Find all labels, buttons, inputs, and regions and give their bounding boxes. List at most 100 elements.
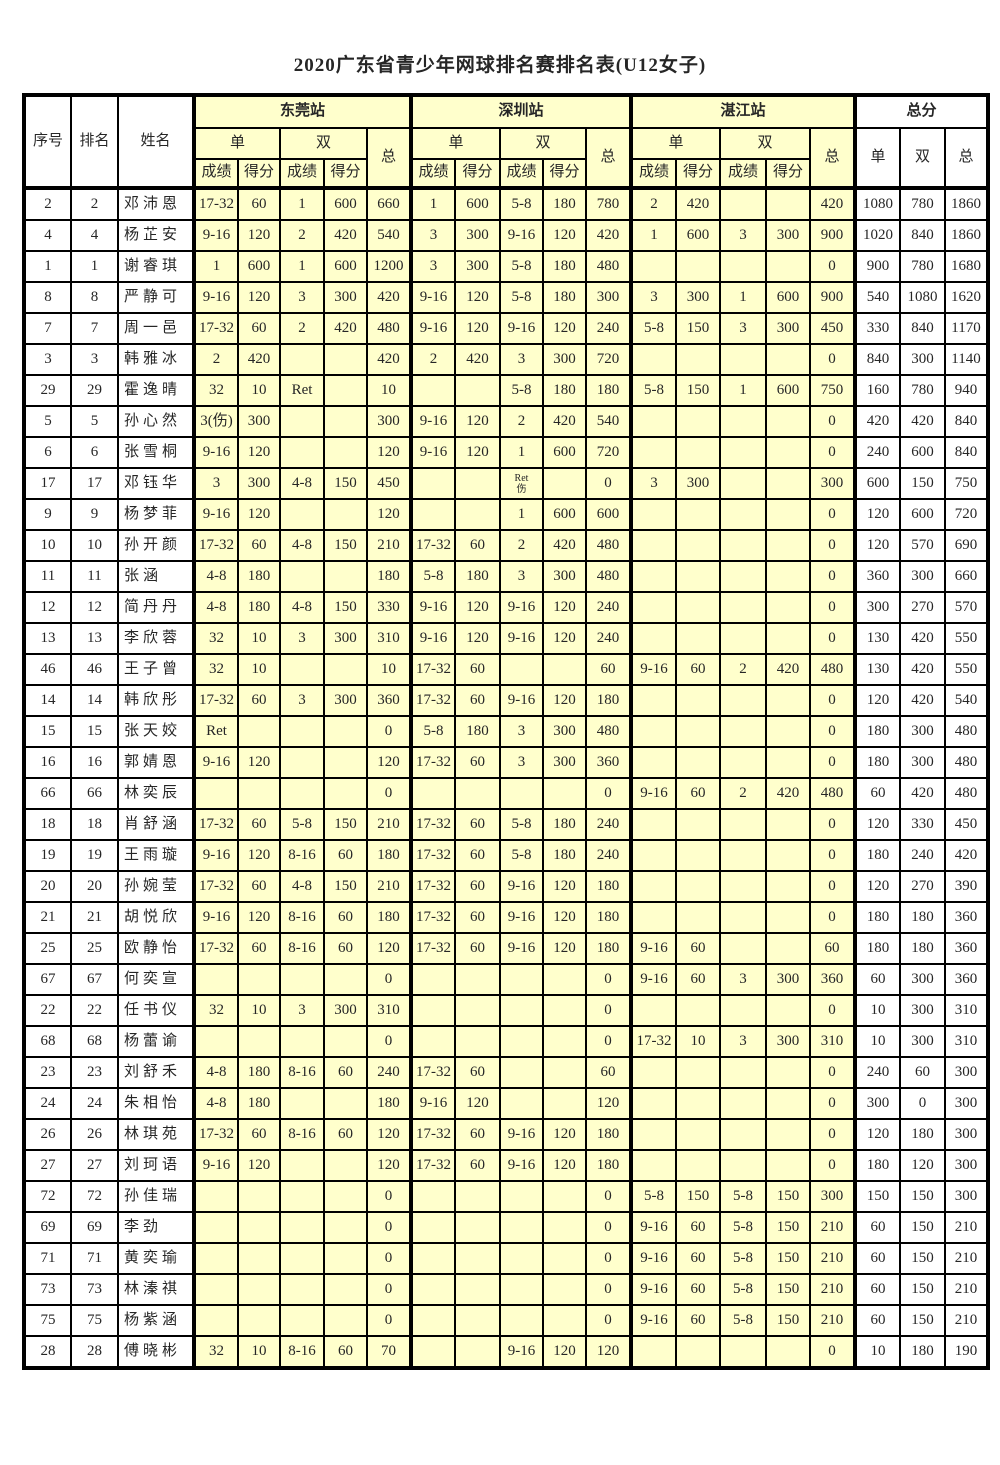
cell-station-value: 9-16 [409,622,456,655]
cell-station-value: 8-16 [279,932,325,965]
cell-grand-total: 550 [944,653,989,686]
cell-station-value: 300 [454,250,501,283]
cell-station-value [765,1118,811,1151]
cell-station-value [629,870,677,903]
cell-station-value: 32 [192,1335,239,1369]
cell-station-value: 4-8 [279,591,325,624]
cell-station-value [542,963,587,996]
cell-name: 杨芷安 [117,219,195,252]
cell-station-value: 3 [719,963,767,996]
cell-station-value: 120 [585,1335,632,1369]
cell-grand-total: 840 [944,405,989,438]
cell-station-value [629,560,677,593]
cell-station-value: 9-16 [629,1242,677,1275]
cell-station-value [675,901,721,934]
cell-station-value: 0 [585,1304,632,1337]
cell-rank: 20 [70,870,119,903]
cell-grand-total: 300 [899,715,946,748]
cell-station-value: 120 [454,622,501,655]
table-row: 10 10 孙开颜 17-32 60 4-8 150 210 17-32 60 2 420 480 0 12… [23,529,989,562]
header-grand-doubles: 双 [899,127,946,189]
cell-station-value: 4-8 [192,560,239,593]
cell-station-value: 120 [542,591,587,624]
header-station-shenzhen: 深圳站 [409,94,632,129]
cell-station-value: 180 [237,1056,281,1089]
cell-station-value: 17-32 [409,932,456,965]
cell-station-value: 1 [409,186,456,221]
cell-station-value: 310 [366,622,412,655]
cell-grand-total: 190 [944,1335,989,1369]
cell-station-value: 180 [454,560,501,593]
cell-station-value: 180 [366,901,412,934]
cell-grand-total: 180 [853,839,901,872]
cell-station-value [765,1335,811,1369]
cell-station-value: 9-16 [409,591,456,624]
cell-serial: 75 [23,1304,72,1337]
cell-station-value: 3 [279,684,325,717]
cell-grand-total: 420 [899,777,946,810]
cell-name: 周一邑 [117,312,195,345]
header-serial: 序号 [23,94,72,189]
cell-station-value [323,1025,368,1058]
cell-station-value: 120 [366,498,412,531]
cell-station-value: 8-16 [279,901,325,934]
cell-station-value [192,1242,239,1275]
cell-grand-total: 300 [853,591,901,624]
cell-station-value: 180 [542,808,587,841]
cell-grand-total: 480 [944,746,989,779]
cell-rank: 5 [70,405,119,438]
cell-station-value: 32 [192,622,239,655]
cell-station-value [629,529,677,562]
cell-station-value [499,1242,544,1275]
cell-station-value [279,1180,325,1213]
cell-station-value: 120 [366,1118,412,1151]
cell-station-value [409,498,456,531]
cell-rank: 4 [70,219,119,252]
header-dg-d-points: 得分 [323,158,368,189]
cell-serial: 28 [23,1335,72,1369]
cell-station-value: 17-32 [192,808,239,841]
cell-station-value: 60 [585,1056,632,1089]
cell-station-value: 9-16 [499,312,544,345]
cell-station-value [765,1087,811,1120]
cell-station-value: 5-8 [279,808,325,841]
cell-grand-total: 180 [853,746,901,779]
table-row: 29 29 霍逸晴 32 10 Ret 10 5-8 180 180 5-8 150 1 600 750 16… [23,374,989,407]
cell-rank: 69 [70,1211,119,1244]
cell-name: 刘珂语 [117,1149,195,1182]
cell-name: 谢睿琪 [117,250,195,283]
cell-name: 孙婉莹 [117,870,195,903]
cell-station-value: 0 [809,622,856,655]
cell-station-value: 330 [366,591,412,624]
cell-station-value: 9-16 [629,963,677,996]
cell-station-value: Ret 伤 [499,467,544,500]
cell-grand-total: 150 [899,1273,946,1306]
cell-station-value [765,684,811,717]
cell-station-value: 3 [719,312,767,345]
cell-grand-total: 540 [853,281,901,314]
cell-station-value [454,1211,501,1244]
cell-station-value [192,963,239,996]
cell-grand-total: 180 [899,901,946,934]
cell-station-value: 240 [585,591,632,624]
cell-station-value [719,1056,767,1089]
cell-station-value: 3 [279,281,325,314]
table-row: 46 46 王子曾 32 10 10 17-32 60 60 9-16 60 2 420 480 130 42… [23,653,989,686]
table-header: 序号 排名 姓名 东莞站 深圳站 湛江站 总分 单 双 总 单 双 总 单 双 … [23,94,989,189]
cell-station-value: 5-8 [629,312,677,345]
table-row: 20 20 孙婉莹 17-32 60 4-8 150 210 17-32 60 9-16 120 180… [23,870,989,903]
cell-grand-total: 10 [853,1335,901,1369]
cell-serial: 17 [23,467,72,500]
cell-grand-total: 300 [899,343,946,376]
cell-grand-total: 1860 [944,186,989,221]
cell-station-value [454,467,501,500]
cell-serial: 69 [23,1211,72,1244]
header-sz-d-points: 得分 [542,158,587,189]
cell-grand-total: 390 [944,870,989,903]
cell-station-value: 300 [675,281,721,314]
cell-name: 何奕宣 [117,963,195,996]
cell-grand-total: 1080 [853,186,901,221]
cell-station-value: 210 [809,1242,856,1275]
cell-station-value [629,839,677,872]
cell-station-value: 3 [279,622,325,655]
